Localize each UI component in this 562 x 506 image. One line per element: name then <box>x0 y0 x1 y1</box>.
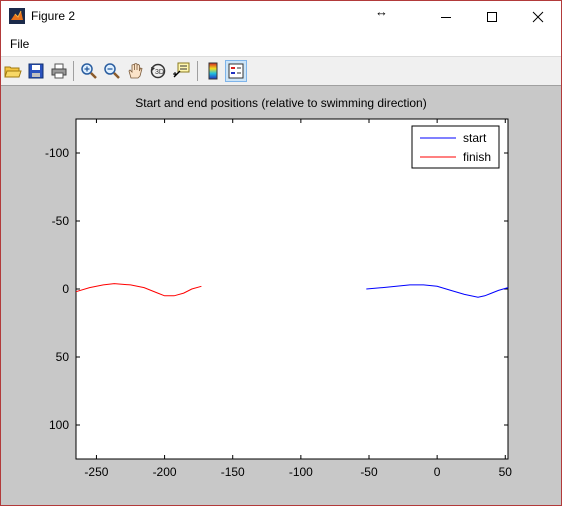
rotate-3d-button[interactable]: 3D <box>148 61 168 81</box>
y-tick-label: 0 <box>62 282 69 296</box>
zoom-out-icon <box>103 62 121 80</box>
plot-area: -250 -200 -150 -100 -50 0 50 -100 -50 0 50 100 star… <box>1 86 561 505</box>
resize-cursor-icon: ↔ <box>375 4 388 19</box>
toolbar-separator <box>197 61 198 81</box>
open-button[interactable] <box>3 61 23 81</box>
y-tick-label: 50 <box>56 350 70 364</box>
x-tick-label: -100 <box>289 465 313 479</box>
x-tick-label: -150 <box>221 465 245 479</box>
y-tick-label: 100 <box>49 418 69 432</box>
data-cursor-button[interactable] <box>171 61 191 81</box>
print-button[interactable] <box>49 61 69 81</box>
print-icon <box>51 63 67 79</box>
legend-icon <box>228 63 244 79</box>
legend[interactable]: start finish <box>412 126 499 168</box>
menu-file[interactable]: File <box>10 37 29 51</box>
svg-text:3D: 3D <box>155 69 164 76</box>
zoom-in-button[interactable] <box>79 61 99 81</box>
legend-label-finish: finish <box>463 150 491 164</box>
pan-icon <box>126 62 144 80</box>
x-tick-label: -200 <box>153 465 177 479</box>
zoom-out-button[interactable] <box>102 61 122 81</box>
pan-button[interactable] <box>125 61 145 81</box>
x-tick-label: -250 <box>84 465 108 479</box>
figure-canvas: Start and end positions (relative to swi… <box>1 86 561 505</box>
y-tick-label: -100 <box>45 146 69 160</box>
x-tick-label: -50 <box>360 465 378 479</box>
minimize-icon <box>440 11 452 23</box>
save-icon <box>28 63 44 79</box>
legend-button[interactable] <box>225 60 247 82</box>
menu-bar: File <box>1 32 561 56</box>
close-icon <box>532 11 544 23</box>
colorbar-icon <box>206 62 220 80</box>
x-tick-label: 50 <box>499 465 513 479</box>
axes-box[interactable] <box>76 119 508 459</box>
y-tick-label: -50 <box>52 214 70 228</box>
maximize-button[interactable] <box>469 1 515 32</box>
rotate-3d-icon: 3D <box>149 62 167 80</box>
save-button[interactable] <box>26 61 46 81</box>
window-title: Figure 2 <box>31 9 75 23</box>
colorbar-button[interactable] <box>203 61 223 81</box>
minimize-button[interactable] <box>423 1 469 32</box>
toolbar-separator <box>73 61 74 81</box>
figure-toolbar: 3D <box>1 56 561 86</box>
legend-label-start: start <box>463 131 487 145</box>
maximize-icon <box>486 11 498 23</box>
open-icon <box>4 63 22 79</box>
zoom-in-icon <box>80 62 98 80</box>
x-tick-label: 0 <box>434 465 441 479</box>
close-button[interactable] <box>515 1 561 32</box>
data-cursor-icon <box>172 62 190 80</box>
title-bar[interactable]: Figure 2 ↔ <box>1 1 561 32</box>
matlab-icon <box>9 8 25 24</box>
